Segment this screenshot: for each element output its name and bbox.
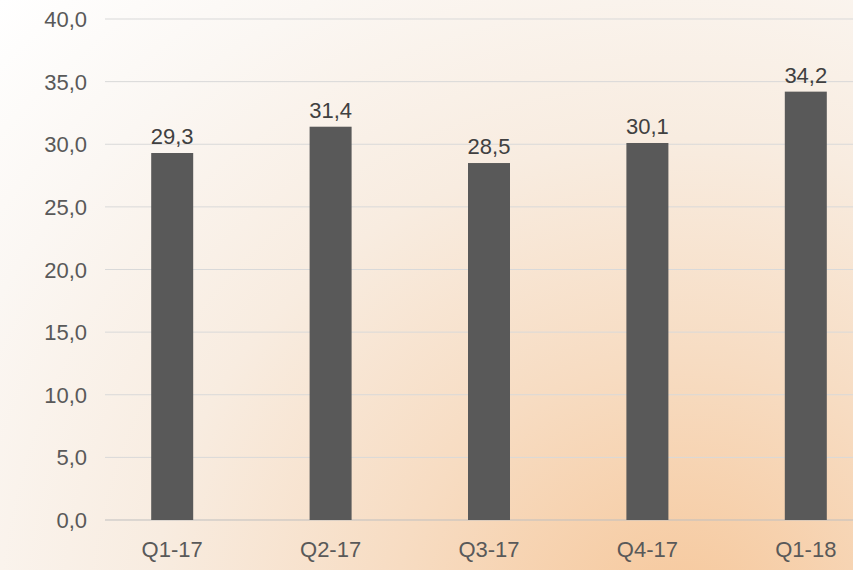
data-label: 31,4 [309,98,352,123]
bar [626,143,668,520]
grid-line [105,19,853,20]
y-tick-label: 15,0 [44,320,87,345]
y-tick-label: 40,0 [44,7,87,32]
y-tick-label: 20,0 [44,258,87,283]
bar [468,163,510,520]
bars [151,92,827,520]
y-axis: 0,0 5,0 10,0 15,0 20,0 25,0 30,0 35,0 40,0 [44,7,87,533]
x-tick-label: Q1-17 [142,537,203,562]
grid [105,19,853,520]
bar [151,153,193,520]
y-tick-label: 0,0 [56,508,87,533]
data-label: 30,1 [626,114,669,139]
labels: 29,3 Q1-17 31,4 Q2-17 28,5 Q3-17 30,1 Q4-17 34,2… [142,63,837,562]
y-tick-label: 30,0 [44,132,87,157]
x-tick-label: Q4-17 [617,537,678,562]
y-tick-label: 10,0 [44,383,87,408]
y-tick-label: 35,0 [44,70,87,95]
x-tick-label: Q1-18 [775,537,836,562]
data-label: 34,2 [784,63,827,88]
bar [310,127,352,520]
data-label: 28,5 [468,134,511,159]
y-tick-label: 25,0 [44,195,87,220]
grid-line [105,81,853,82]
y-tick-label: 5,0 [56,445,87,470]
bar [785,92,827,520]
x-tick-label: Q3-17 [458,537,519,562]
data-label: 29,3 [151,124,194,149]
chart: 0,0 5,0 10,0 15,0 20,0 25,0 30,0 35,0 40,0 29,3 Q1… [0,0,853,570]
x-tick-label: Q2-17 [300,537,361,562]
